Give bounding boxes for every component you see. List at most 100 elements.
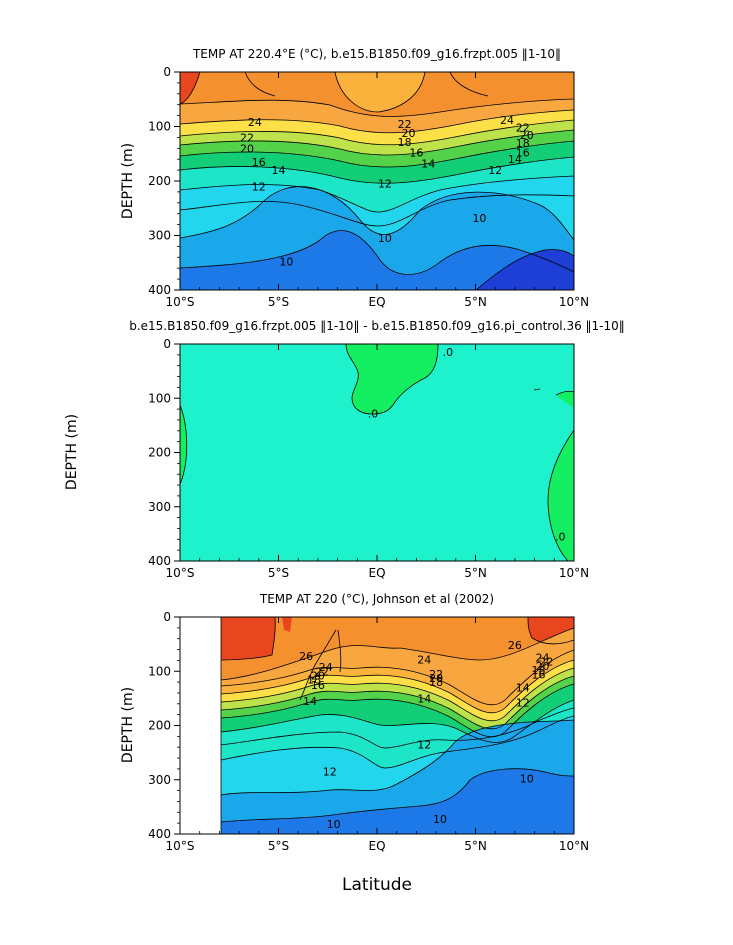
panel-3: TEMP AT 220 (°C), Johnson et al (2002) xyxy=(120,592,589,853)
p3-contour-label-13: 26 xyxy=(508,639,522,652)
panel-1-contour-field: 2422201614121022201816141210242220181614… xyxy=(180,72,574,290)
p2-contour-label-1: .0 xyxy=(443,346,454,359)
p1-contour-label-11: 14 xyxy=(421,158,435,171)
p1-contour-label-17: 18 xyxy=(516,137,530,150)
panel-3-axes: 10°S 5°S EQ 5°N 10°N 0 100 200 300 400 xyxy=(148,610,589,853)
p1-contour-label-1: 22 xyxy=(240,131,254,144)
p3-contour-label-18: 16 xyxy=(532,669,546,682)
p1-contour-label-4: 14 xyxy=(272,164,286,177)
p1-band-surface-hot xyxy=(180,72,200,104)
p1-band-8 xyxy=(476,249,574,290)
p1-ytick-label-3: 300 xyxy=(148,229,171,243)
p2-ytick-label-1: 100 xyxy=(148,391,171,405)
p3-contour-label-4: 18 xyxy=(307,673,321,686)
p3-ytick-label-4: 400 xyxy=(148,827,171,841)
p3-contour-label-0: 26 xyxy=(299,650,313,663)
p2-ytick-label-2: 200 xyxy=(148,446,171,460)
p3-contour-label-3: 20 xyxy=(311,670,325,683)
panel-1-ylabel: DEPTH (m) xyxy=(120,143,136,219)
p3-band-hot-west xyxy=(221,617,276,660)
p2-xtick-label-1: 5°S xyxy=(268,566,289,580)
panel-2: b.e15.B1850.f09_g16.frzpt.005 ‖1-10‖ - b… xyxy=(64,319,625,580)
p1-band-9 xyxy=(180,230,574,290)
p3-contour-label-15: 22 xyxy=(539,655,553,668)
p3-contour-label-22: 10 xyxy=(327,818,341,831)
p2-xtick-label-3: 5°N xyxy=(464,566,487,580)
p1-contour-label-6: 10 xyxy=(279,256,293,269)
p3-contour-label-24: 10 xyxy=(520,773,534,786)
p2-patch-east-small xyxy=(556,391,574,408)
panel-1: TEMP AT 220.4°E (°C), b.e15.B1850.f09_g1… xyxy=(120,47,589,309)
p2-ytick-label-3: 300 xyxy=(148,500,171,514)
p3-contour-label-7: 24 xyxy=(417,653,431,666)
p1-xtick-label-1: 5°S xyxy=(268,295,289,309)
p3-contour-label-23: 10 xyxy=(433,813,447,826)
p1-contour-label-15: 22 xyxy=(516,122,530,135)
p3-contour-label-2: 22 xyxy=(315,665,329,678)
p2-patch-equator xyxy=(346,344,438,414)
p3-contour-label-6: 14 xyxy=(303,695,317,708)
p3-band-10 xyxy=(221,768,574,834)
p3-ytick-label-1: 100 xyxy=(148,664,171,678)
p1-contour-labels: 2422201614121022201816141210242220181614… xyxy=(240,114,534,269)
figure-xlabel: Latitude xyxy=(342,875,412,895)
panel-3-ylabel: DEPTH (m) xyxy=(120,687,136,763)
panel-2-ylabel: DEPTH (m) xyxy=(64,414,80,490)
p1-xtick-label-0: 10°S xyxy=(166,295,195,309)
p3-contour-label-21: 12 xyxy=(323,766,337,779)
p3-contour-label-8: 22 xyxy=(429,668,443,681)
p3-ytick-label-3: 300 xyxy=(148,773,171,787)
p3-xtick-label-2: EQ xyxy=(368,839,385,853)
p3-contour-label-10: 18 xyxy=(429,676,443,689)
p3-contour-label-9: 20 xyxy=(429,672,443,685)
p1-contour-label-7: 22 xyxy=(398,118,412,131)
p1-contour-label-0: 24 xyxy=(248,116,262,129)
p1-contour-label-21: 10 xyxy=(472,212,486,225)
p3-contour-label-14: 24 xyxy=(535,652,549,665)
panel-2-axes: 10°S 5°S EQ 5°N 10°N 0 100 200 300 400 xyxy=(148,337,589,580)
p1-contour-label-8: 20 xyxy=(402,127,416,140)
p1-contour-label-12: 12 xyxy=(378,178,392,191)
p1-xtick-label-2: EQ xyxy=(368,295,385,309)
p1-xtick-label-4: 10°N xyxy=(559,295,589,309)
p1-contour-label-9: 18 xyxy=(398,136,412,149)
p2-patch-east xyxy=(548,430,574,561)
p2-xtick-label-4: 10°N xyxy=(559,566,589,580)
p1-contour-label-5: 12 xyxy=(252,180,266,193)
p2-contour-label-0: .0 xyxy=(368,407,379,420)
p3-contour-labels: 2624222018161424222018141226242220181614… xyxy=(299,639,553,831)
p1-contour-label-20: 12 xyxy=(488,164,502,177)
p1-ytick-label-1: 100 xyxy=(148,120,171,134)
p3-xtick-label-0: 10°S xyxy=(166,839,195,853)
p3-contour-label-12: 12 xyxy=(417,738,431,751)
p3-ytick-label-2: 200 xyxy=(148,719,171,733)
p1-contour-label-2: 20 xyxy=(240,142,254,155)
p2-ytick-label-0: 0 xyxy=(163,337,171,351)
p2-xtick-label-2: EQ xyxy=(368,566,385,580)
p3-xtick-label-4: 10°N xyxy=(559,839,589,853)
p2-contour-label-2: .0 xyxy=(555,531,566,544)
p1-ytick-label-4: 400 xyxy=(148,283,171,297)
p3-xtick-label-1: 5°S xyxy=(268,839,289,853)
p2-contour-labels: .0 .0 .0 xyxy=(368,346,566,544)
p3-band-hot-spot xyxy=(282,617,292,632)
p3-contour-label-1: 24 xyxy=(319,661,333,674)
p1-band-equator-warm xyxy=(335,72,425,112)
p1-contour-label-16: 20 xyxy=(520,129,534,142)
panel-2-title: b.e15.B1850.f09_g16.frzpt.005 ‖1-10‖ - b… xyxy=(129,319,625,333)
p1-contour-label-18: 16 xyxy=(516,147,530,160)
p3-xtick-label-3: 5°N xyxy=(464,839,487,853)
p3-contour-label-17: 18 xyxy=(532,664,546,677)
p3-contour-label-16: 20 xyxy=(535,660,549,673)
panel-2-contour-field: .0 .0 .0 xyxy=(180,344,574,561)
p3-contour-label-11: 14 xyxy=(417,692,431,705)
p3-contour-label-20: 12 xyxy=(516,697,530,710)
p2-ytick-label-4: 400 xyxy=(148,554,171,568)
panel-1-title: TEMP AT 220.4°E (°C), b.e15.B1850.f09_g1… xyxy=(192,47,561,61)
p1-ytick-label-0: 0 xyxy=(163,65,171,79)
p1-contour-label-14: 24 xyxy=(500,114,514,127)
p1-contour-label-3: 16 xyxy=(252,156,266,169)
p1-contour-lines xyxy=(180,72,574,290)
p1-ytick-label-2: 200 xyxy=(148,174,171,188)
